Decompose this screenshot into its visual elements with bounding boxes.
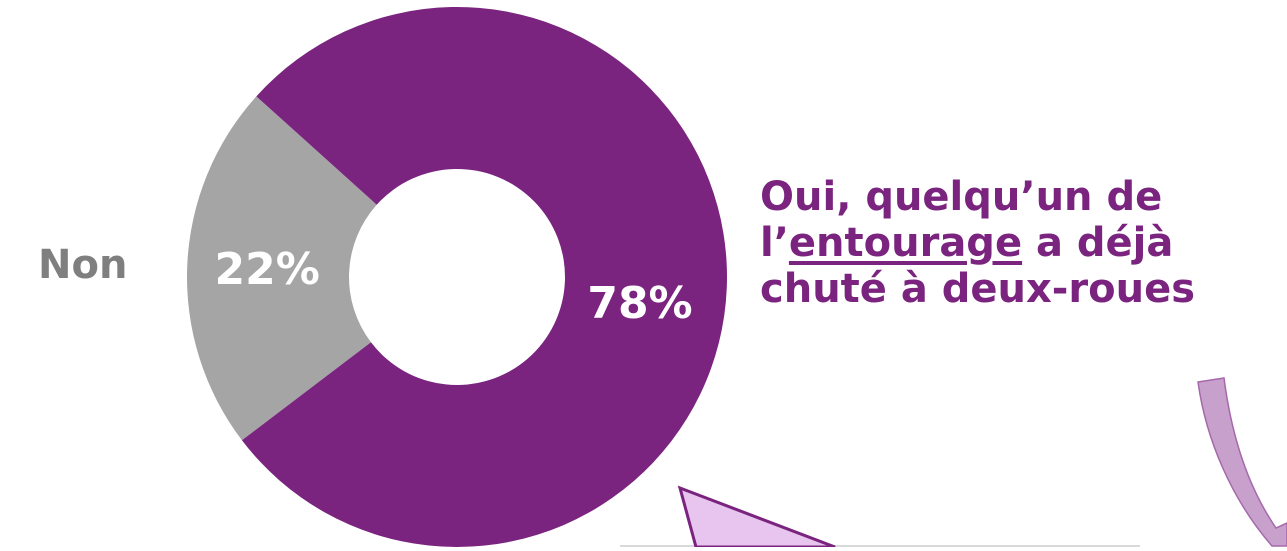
oui-line-3: chuté à deux-roues [760,266,1196,312]
curved-arrow-icon [1197,377,1287,547]
donut-slices [187,6,727,547]
oui-line-2-suffix: a déjà [1022,220,1174,266]
slice-value-label-non: 22% [215,244,320,295]
oui-underlined-word: entourage [788,220,1023,266]
oui-line-2: l’entourage a déjà [760,220,1195,266]
donut-slice-non [187,96,377,441]
donut-slice-oui [241,6,727,547]
legend-label-oui: Oui, quelqu’un de l’entourage a déjà chu… [760,174,1195,312]
oui-line-2-prefix: l’ [760,220,789,266]
legend-label-non: Non [38,242,128,288]
slice-value-labels: 22% 78% [215,244,693,329]
oui-line-1: Oui, quelqu’un de [760,174,1163,220]
callout-bubble [677,485,836,549]
slice-value-label-oui: 78% [587,278,692,329]
